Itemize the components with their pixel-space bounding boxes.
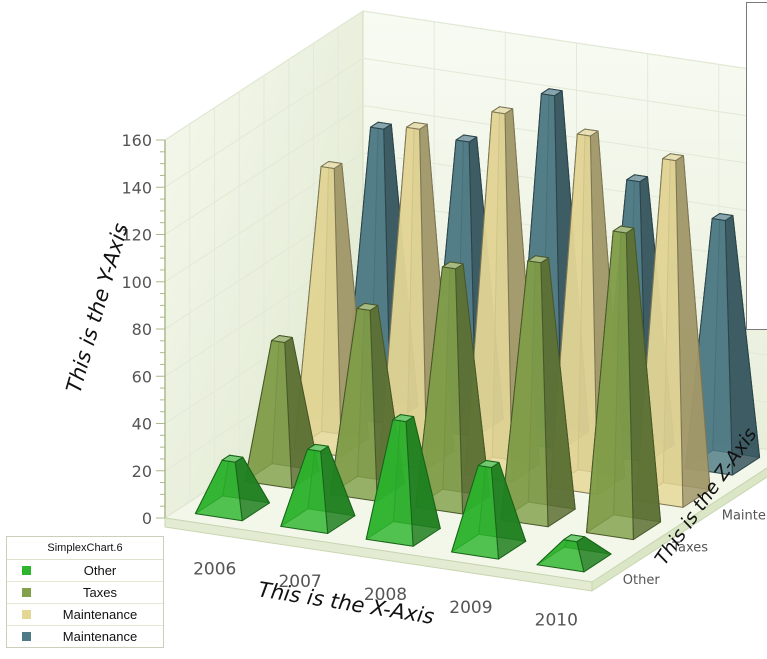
bar-top-face bbox=[406, 121, 428, 130]
x-tick-label: 2007 bbox=[278, 572, 321, 592]
y-tick-label: 160 bbox=[121, 131, 152, 150]
bar bbox=[365, 414, 441, 547]
legend-swatch bbox=[21, 566, 31, 575]
floor-side-edge bbox=[591, 467, 767, 592]
bar-top-face bbox=[612, 225, 635, 234]
series-0 bbox=[194, 414, 612, 573]
bar bbox=[586, 225, 662, 541]
y-tick-label: 100 bbox=[121, 273, 152, 292]
y-tick-label: 120 bbox=[121, 226, 152, 245]
z-tick-label: Maintenance bbox=[722, 508, 767, 523]
legend-label: Maintenance bbox=[62, 607, 138, 622]
legend-item: Other bbox=[7, 560, 163, 582]
bar bbox=[536, 534, 612, 573]
bar-top-face bbox=[576, 128, 599, 137]
legend: SimplexChart.6 Other Taxes Maintenance M… bbox=[6, 536, 164, 648]
y-tick-label: 60 bbox=[132, 367, 152, 386]
bar-top-face bbox=[662, 153, 684, 162]
legend-item: Maintenance bbox=[7, 604, 163, 626]
legend-swatch bbox=[21, 632, 31, 641]
x-tick-label: 2006 bbox=[193, 559, 236, 579]
bar-top-face bbox=[563, 534, 585, 543]
bar-top-face bbox=[491, 106, 514, 115]
y-tick-label: 20 bbox=[132, 462, 152, 481]
x-tick-label: 2009 bbox=[449, 598, 492, 618]
legend-label: Other bbox=[83, 563, 117, 578]
legend-label: Maintenance bbox=[62, 629, 138, 644]
series-group bbox=[194, 88, 761, 573]
bar-top-face bbox=[307, 443, 329, 452]
bar-top-face bbox=[540, 88, 563, 97]
bar-top-face bbox=[271, 335, 293, 343]
bar bbox=[500, 255, 576, 528]
y-tick-label: 40 bbox=[132, 415, 152, 434]
y-tick-label: 0 bbox=[142, 509, 152, 528]
legend-swatch bbox=[21, 588, 31, 597]
bar-top-face bbox=[320, 161, 343, 169]
y-tick-label: 140 bbox=[121, 178, 152, 197]
bar-top-face bbox=[392, 414, 415, 423]
z-tick-label: Other bbox=[623, 573, 661, 588]
x-axis: 2006 2007 2008 2009 2010 bbox=[193, 559, 578, 630]
bar-top-face bbox=[626, 174, 648, 183]
bar bbox=[451, 460, 527, 560]
y-tick-label: 80 bbox=[132, 320, 152, 339]
legend-swatch bbox=[21, 610, 31, 619]
bar-top-face bbox=[356, 302, 379, 311]
legend-label: Taxes bbox=[83, 585, 117, 600]
bar bbox=[194, 454, 270, 522]
z-tick-label: Taxes bbox=[671, 541, 708, 556]
bar-top-face bbox=[441, 261, 464, 270]
x-axis-title: This is the X-Axis bbox=[256, 577, 435, 629]
series-1 bbox=[244, 225, 662, 541]
bar bbox=[280, 443, 356, 534]
bar-top-face bbox=[221, 454, 244, 463]
bar-top-face bbox=[711, 213, 734, 221]
bar-top-face bbox=[455, 134, 478, 143]
bar-top-face bbox=[527, 255, 549, 264]
x-tick-label: 2008 bbox=[364, 585, 407, 605]
bar-top-face bbox=[477, 460, 500, 468]
legend-item: Maintenance bbox=[7, 626, 163, 647]
y-axis: 0 20 40 60 80 100 120 140 160 bbox=[121, 131, 166, 528]
legend-item: Taxes bbox=[7, 582, 163, 604]
side-panel bbox=[746, 2, 767, 330]
legend-title: SimplexChart.6 bbox=[7, 537, 163, 560]
bar bbox=[329, 302, 405, 502]
x-tick-label: 2010 bbox=[535, 611, 578, 631]
y-axis-title: This is the Y-Axis bbox=[62, 220, 133, 395]
bar bbox=[415, 261, 491, 515]
bar-top-face bbox=[370, 121, 392, 130]
